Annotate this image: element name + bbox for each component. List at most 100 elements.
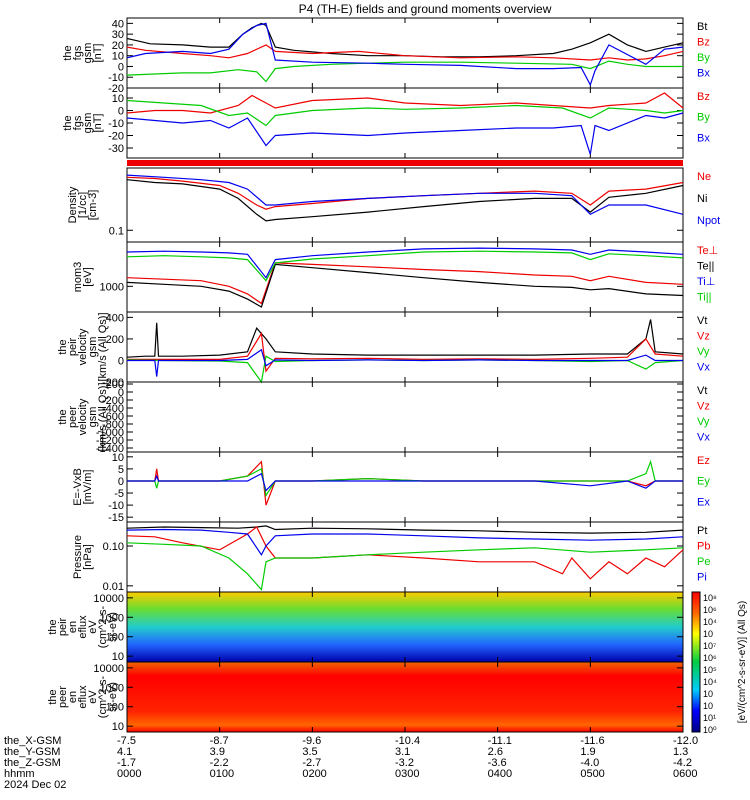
legend-entry: Pt	[697, 525, 707, 537]
y-tick-label: 0.10	[103, 541, 124, 553]
colorbar-tick: 10⁴	[703, 617, 717, 627]
legend-entry: Bz	[697, 37, 710, 49]
colorbar-tick: 10¹	[703, 713, 716, 723]
panel-peer_en: 10000 1000 100 10 thepeerenefluxeV(cm^2-s-sr…	[47, 662, 683, 733]
colorbar-label: [eV/(cm^2-s-sr-eV)] (All Qs)	[737, 601, 748, 723]
legend-entry: Bx	[697, 132, 710, 144]
y-axis-label: thefgsgsm[nT]	[62, 43, 104, 64]
x-tick-value: 0500	[580, 768, 604, 780]
y-tick-label: 10000	[93, 593, 124, 605]
x-tick-value: 0400	[488, 768, 512, 780]
panel-frame	[127, 88, 683, 158]
y-tick-label: -10	[108, 118, 124, 130]
y-tick-label: 10	[112, 721, 124, 733]
legend-entry: Vz	[697, 331, 710, 343]
panels: 403020100-10-20thefgsgsm[nT]BtBzByBx100-…	[47, 18, 720, 733]
panel-peir_vel: 4002000-200thepeirvelocitygsm[km/s (All …	[57, 312, 710, 389]
series-fgs2-2	[127, 113, 683, 154]
y-axis-label: thepeirvelocitygsm[km/s (All Qs)]	[57, 312, 109, 381]
y-tick-label: 0.01	[103, 581, 124, 593]
series-fgs1-0	[127, 23, 683, 56]
y-axis-label-line: [km/s (All Qs)]	[97, 382, 109, 451]
status-band	[127, 160, 683, 166]
y-tick-label: -30	[108, 143, 124, 155]
series-fgs1-3	[127, 23, 683, 84]
y-tick-label: 0.1	[109, 225, 124, 237]
legend-entry: Bt	[697, 21, 707, 33]
legend-entry: Pi	[697, 572, 707, 584]
y-tick-label: -20	[108, 131, 124, 143]
legend-entry: Bz	[697, 91, 710, 103]
legend-entry: Vy	[697, 346, 710, 358]
y-axis-label-line: [nT]	[92, 114, 104, 133]
x-axis-annotations: the_X-GSMthe_Y-GSMthe_Z-GSMhhmm2024 Dec …	[4, 735, 698, 791]
y-tick-label: 10000	[93, 663, 124, 675]
colorbar-gradient	[692, 592, 700, 732]
legend-entry: Ti⊥	[697, 276, 715, 288]
series-density-1	[127, 180, 683, 221]
y-tick-label: 0	[118, 106, 124, 118]
y-axis-label: Density[1/cc][cm-3]	[67, 186, 99, 223]
y-axis-label: mom3[eV]	[72, 262, 94, 293]
series-efield-0	[127, 462, 683, 505]
plot-title: P4 (TH-E) fields and ground moments over…	[299, 2, 552, 16]
legend-entry: Ey	[697, 476, 710, 488]
y-tick-label: -15	[108, 512, 124, 524]
y-tick-label: -5	[114, 488, 124, 500]
heatmap-peir_en	[127, 592, 683, 662]
legend-entry: Ne	[697, 171, 711, 183]
y-axis-label-line: [mV/m]	[82, 470, 94, 505]
y-axis-label-line: sr-eV)	[107, 682, 119, 712]
y-axis-label-line: [km/s (All Qs)]	[97, 312, 109, 381]
panel-temp: 1000mom3[eV]Te⊥Te||Ti⊥Ti||	[72, 242, 718, 312]
legend-entry: Bx	[697, 68, 710, 80]
colorbar-tick: 10⁶	[703, 605, 717, 615]
colorbar-tick: 10⁶	[703, 653, 717, 663]
legend-entry: Vx	[697, 432, 710, 444]
y-tick-label: 0	[118, 476, 124, 488]
panel-efield: 1050-5-10-15E=-VxB[mV/m]EzEyEx	[72, 452, 710, 524]
y-tick-label: 10	[112, 452, 124, 464]
series-fgs2-0	[127, 93, 683, 113]
colorbar: 10⁸10⁶10⁴10⁲10⁷10⁶10⁵10⁴10⁳10⁲10¹10⁰[eV/…	[692, 592, 748, 735]
colorbar-tick: 10⁴	[703, 677, 717, 687]
y-axis-label: E=-VxB[mV/m]	[72, 468, 94, 506]
legend-entry: Pe	[697, 556, 710, 568]
panel-fgs1: 403020100-10-20 thefgsgsm[nT] Bt Bz By Bx	[62, 18, 710, 95]
legend-entry: Te⊥	[697, 245, 718, 257]
colorbar-tick: 10⁰	[703, 725, 717, 735]
legend-entry: Te||	[697, 261, 714, 273]
y-axis-label-line: [nT]	[92, 44, 104, 63]
series-peir_vel-0	[127, 320, 683, 358]
y-tick-label: 0	[118, 355, 124, 367]
y-tick-label: 10	[112, 651, 124, 663]
colorbar-tick: 10⁷	[703, 641, 716, 651]
legend-entry: By	[697, 52, 710, 64]
y-axis-label: Pressure[nPa]	[72, 535, 94, 579]
heatmap-peer_en	[127, 662, 683, 732]
series-efield-2	[127, 474, 683, 491]
panel-peer_vel: 2000-200-400-600-800-1000-1200-1400thepe…	[57, 379, 710, 455]
panel-frame	[127, 312, 683, 382]
legend-entry: Ni	[697, 193, 707, 205]
y-axis-label: thepeerenefluxeV(cm^2-s-sr-eV)	[47, 675, 119, 718]
y-axis-label-line: [eV]	[82, 267, 94, 287]
panel-density: 0.1 Density[1/cc][cm-3] Ne Ni Npot	[67, 168, 720, 242]
legend-entry: By	[697, 112, 710, 124]
colorbar-tick: 10⁵	[703, 665, 717, 675]
legend-entry: Npot	[697, 215, 720, 227]
y-tick-label: 5	[118, 464, 124, 476]
x-tick-value: 0300	[395, 768, 419, 780]
legend-entry: Vt	[697, 315, 707, 327]
panel-frame	[127, 452, 683, 522]
y-tick-label: 1000	[100, 281, 124, 293]
y-axis-label: thefgsgsm[nT]	[62, 113, 104, 134]
x-tick-value: 0600	[673, 768, 697, 780]
series-temp-2	[127, 248, 683, 278]
panel-fgs2: 100-10-20-30thefgsgsm[nT]BzByBx	[62, 88, 710, 158]
x-tick-value: 0000	[117, 768, 141, 780]
y-axis-label-line: [nPa]	[82, 544, 94, 570]
panel-peir_en: 10000100010010thepeirenefluxeV(cm^2-s-sr…	[47, 592, 683, 663]
legend-entry: Pb	[697, 541, 710, 553]
y-axis-label-line: sr-eV)	[107, 612, 119, 642]
